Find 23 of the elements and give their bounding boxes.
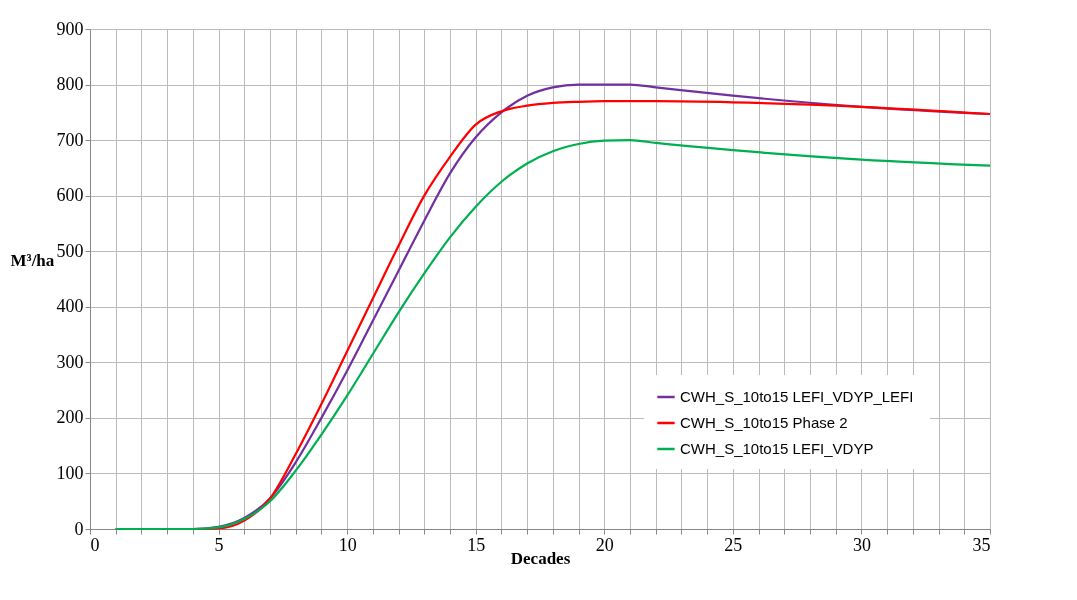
- legend-label: CWH_S_10to15 LEFI_VDYP: [680, 440, 874, 457]
- y-tick-label: 400: [56, 296, 84, 317]
- x-tick-label: 10: [338, 534, 357, 555]
- x-tick-label: 25: [724, 534, 743, 555]
- x-tick-label: 0: [90, 534, 100, 555]
- x-tick-label: 20: [595, 534, 614, 555]
- y-tick-label: 200: [56, 407, 84, 428]
- y-tick-label: 300: [56, 351, 84, 372]
- y-tick-label: 800: [56, 74, 84, 95]
- x-tick-label: 15: [467, 534, 486, 555]
- y-tick-label: 100: [56, 462, 84, 483]
- x-tick-label: 30: [852, 534, 871, 555]
- y-tick-label: 600: [56, 185, 84, 206]
- legend-label: CWH_S_10to15 LEFI_VDYP_LEFI: [680, 388, 914, 405]
- x-tick-label: 35: [972, 534, 991, 555]
- x-tick-label: 5: [214, 534, 224, 555]
- y-tick-label: 900: [56, 18, 84, 39]
- y-tick-label: 500: [56, 240, 84, 261]
- x-axis-title: Decades: [510, 548, 571, 568]
- y-axis-title: M³/ha: [10, 250, 55, 270]
- y-tick-label: 0: [74, 518, 84, 539]
- legend-label: CWH_S_10to15 Phase 2: [680, 414, 848, 431]
- y-tick-label: 700: [56, 129, 84, 150]
